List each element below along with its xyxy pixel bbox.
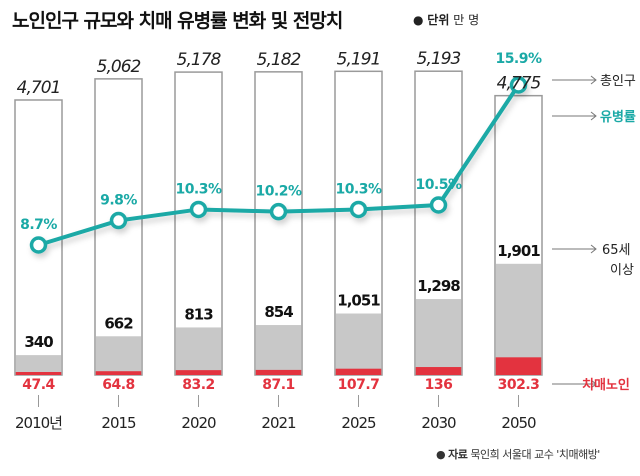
dementia-bar [415, 367, 462, 375]
rate-arrow-icon [590, 111, 597, 121]
legend-rate: 유병률 [600, 109, 636, 125]
total-bar [174, 71, 223, 376]
dementia-label: 107.7 [338, 377, 380, 393]
rate-point [189, 200, 208, 219]
legend-dementia: 치매노인 [582, 377, 630, 393]
elderly-label: 1,298 [417, 277, 460, 295]
year-label: 2010년 [15, 414, 62, 432]
unit-label: 단위 [427, 13, 450, 27]
year-label: 2025 [341, 414, 376, 432]
total-label: 5,062 [97, 57, 141, 77]
year-label: 2050 [501, 414, 536, 432]
rate-label: 10.3% [335, 181, 382, 197]
rate-point [269, 202, 288, 221]
elderly-arrow-icon [590, 244, 597, 254]
total-label: 5,178 [177, 50, 222, 70]
elderly-bar [175, 327, 222, 375]
labels-group: 4,701 340 47.4 2010년 5,062 662 64.8 2015 5,178 81… [15, 49, 542, 432]
dementia-label: 302.3 [498, 377, 540, 393]
year-label: 2015 [101, 414, 136, 432]
dementia-label: 87.1 [262, 377, 295, 393]
year-label: 2030 [421, 414, 456, 432]
bars-group [14, 70, 543, 376]
rate-point [509, 76, 528, 94]
total-label: 5,182 [257, 50, 301, 70]
unit-note: ● 단위 만 명 [413, 13, 480, 27]
rate-label: 8.7% [20, 217, 57, 233]
year-label: 2020 [181, 414, 216, 432]
dementia-label: 47.4 [22, 377, 55, 393]
elderly-bar [95, 336, 142, 375]
elderly-label: 854 [264, 303, 293, 321]
rate-line-group [29, 76, 528, 254]
dementia-bar [495, 357, 542, 375]
rate-point [109, 211, 128, 230]
legend-elderly-line1: 65세 [602, 243, 631, 258]
total-label: 5,191 [337, 49, 381, 69]
elderly-label: 1,901 [497, 242, 540, 260]
elderly-label: 662 [104, 314, 133, 332]
legend-elderly-line2: 이상 [610, 263, 634, 278]
dementia-bar [95, 371, 142, 375]
rate-label: 10.2% [255, 184, 302, 200]
dementia-label: 83.2 [182, 377, 215, 393]
elderly-bar [495, 263, 542, 375]
source-note: ● 자료 묵인희 서울대 교수 '치매해방' [436, 448, 600, 461]
legend-total: 총인구 [600, 74, 636, 89]
rate-point [29, 236, 48, 254]
elderly-bar [415, 299, 462, 375]
total-bar [254, 71, 303, 376]
dementia-label: 64.8 [102, 377, 135, 393]
elderly-bar [15, 355, 62, 375]
dementia-label: 136 [425, 377, 453, 393]
total-arrow-icon [590, 75, 597, 85]
year-label: 2021 [261, 414, 296, 432]
rate-label: 10.5% [415, 177, 462, 193]
rate-point [429, 196, 448, 214]
dementia-bar [335, 368, 382, 375]
total-label: 5,193 [417, 49, 461, 69]
elderly-label: 340 [24, 333, 53, 351]
rate-label: 15.9% [495, 51, 542, 67]
dementia-bar [175, 370, 222, 375]
rate-label: 9.8% [100, 193, 137, 209]
elderly-label: 1,051 [337, 292, 380, 310]
elderly-label: 813 [184, 305, 213, 323]
source-label: 자료 [448, 448, 468, 461]
elderly-bar [255, 325, 302, 375]
elderly-bar [335, 313, 382, 375]
source-text: 묵인희 서울대 교수 '치매해방' [470, 448, 600, 461]
rate-point [349, 200, 368, 219]
dementia-bar [15, 372, 62, 375]
total-label: 4,701 [17, 78, 61, 98]
total-label: 4,775 [497, 74, 541, 94]
dementia-arrow-icon [590, 379, 597, 389]
unit-value: 만 명 [453, 13, 480, 27]
dementia-bar [255, 369, 302, 375]
chart-title: 노인인구 규모와 치매 유병률 변화 및 전망치 [12, 10, 343, 32]
rate-label: 10.3% [175, 181, 222, 197]
